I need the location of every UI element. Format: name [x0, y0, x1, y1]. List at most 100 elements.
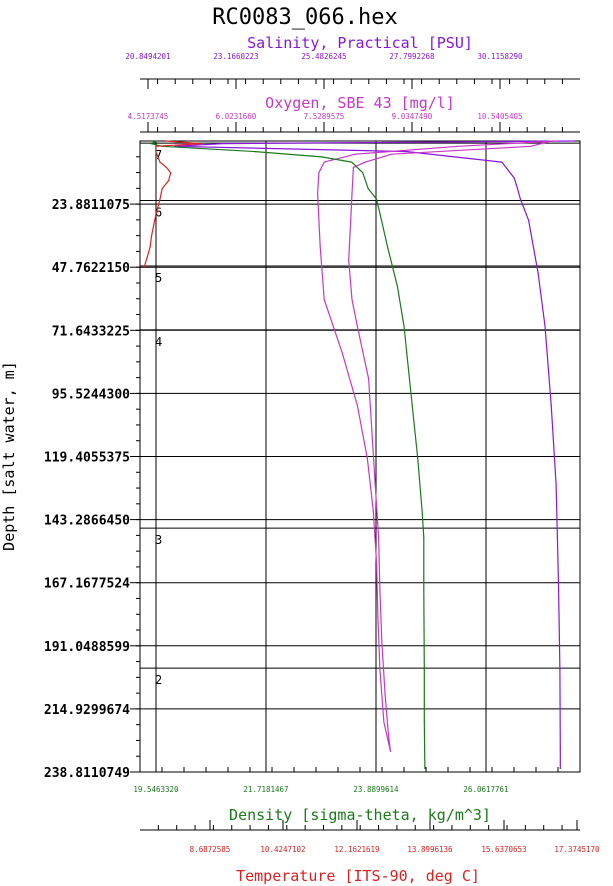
density-tick-label: 19.5463320 [133, 785, 179, 794]
bottle-number: 6 [155, 205, 162, 219]
temperature-tick-label: 17.3745170 [554, 845, 600, 854]
temperature-profile-point [170, 172, 172, 174]
chart-title: RC0083_066.hex [212, 5, 397, 30]
oxygen-tick-label: 7.5289575 [304, 112, 345, 121]
oxygen-tick-label: 6.0231660 [216, 112, 257, 121]
oxygen-profile-point [371, 431, 373, 433]
temperature-tick-label: 8.6872585 [190, 845, 231, 854]
density-profile-point [386, 246, 389, 248]
temperature-profile-point [168, 180, 170, 182]
temperature-profile-point [149, 246, 151, 248]
salinity-tick-label: 30.1158290 [477, 52, 523, 61]
oxygen-profile-point [550, 140, 552, 142]
oxygen-axis-label: Oxygen, SBE 43 [mg/l] [265, 94, 455, 112]
oxygen-profile-point [389, 750, 392, 753]
depth-axis: 23.8811075 47.7622150 71.6433225 95.5244300… [44, 156, 140, 781]
density-axis: 19.5463320 21.7181467 23.8899614 26.0617761 [133, 762, 580, 794]
salinity-tick-label: 25.4826245 [301, 52, 346, 61]
salinity-profile-point [558, 589, 560, 591]
depth-tick-label: 214.9299674 [44, 703, 130, 718]
bottle-number: 4 [155, 335, 162, 349]
temperature-profile-point [165, 166, 167, 168]
oxygen-profile-point [364, 161, 366, 163]
oxygen-profile-point [372, 510, 374, 512]
salinity-profile-point [573, 140, 575, 142]
density-profile-point [351, 161, 353, 163]
oxygen-profile-point [323, 161, 325, 163]
density-profile-point [403, 325, 405, 327]
density-profile-point [424, 767, 426, 770]
temperature-tick-label: 13.8996136 [407, 845, 453, 854]
depth-tick-label: 119.4055375 [44, 451, 130, 466]
oxygen-profile-point [323, 298, 325, 301]
series-layer [143, 140, 575, 770]
oxygen-profile-point [351, 298, 353, 301]
density-profile-point [421, 510, 423, 512]
density-profile-point [254, 151, 257, 153]
oxygen-profile-point [319, 246, 321, 248]
oxygen-tick-label: 10.5405405 [477, 112, 522, 121]
oxygen-profile-point [384, 695, 386, 697]
density-profile-point [417, 457, 419, 459]
oxygen-profile-point [356, 404, 358, 406]
depth-tick-label: 95.5244300 [52, 387, 130, 402]
temperature-profile-point [146, 256, 148, 258]
oxygen-profile-point [530, 145, 532, 147]
salinity-profile-point [559, 767, 561, 770]
temperature-profile-point [155, 145, 157, 147]
density-profile-point [396, 285, 398, 287]
salinity-profile-point [221, 143, 223, 145]
bottle-number: 5 [155, 271, 162, 285]
density-tick-label: 21.7181467 [243, 785, 288, 794]
bottle-number: 2 [155, 673, 162, 687]
salinity-profile-point [406, 151, 408, 153]
salinity-profile-point [556, 536, 559, 538]
density-profile-line [150, 140, 426, 769]
oxygen-profile-point [457, 145, 459, 147]
salinity-tick-label: 27.7992268 [389, 52, 435, 61]
oxygen-profile-point [368, 378, 370, 380]
density-tick-label: 26.0617761 [463, 785, 508, 794]
oxygen-profile-point [378, 536, 380, 538]
oxygen-profile-point [556, 140, 559, 142]
bottle-number: 7 [155, 148, 162, 162]
density-profile-point [155, 140, 158, 142]
salinity-profile-line [174, 140, 575, 769]
oxygen-profile-point [341, 351, 343, 353]
temperature-profile-point [150, 235, 153, 237]
oxygen-axis: 4.5173745 6.0231660 7.5289575 9.0347490 10.5… [128, 112, 580, 133]
density-profile-point [423, 668, 425, 671]
salinity-profile-point [516, 188, 519, 190]
temperature-profile-point [159, 198, 161, 200]
oxygen-profile-point [354, 153, 356, 155]
temperature-profile-point [143, 265, 145, 268]
bottle-number: 3 [155, 533, 162, 547]
depth-tick-label: 47.7622150 [52, 261, 130, 276]
temperature-profile-point [199, 143, 202, 145]
salinity-axis-label: Salinity, Practical [PSU] [247, 34, 473, 52]
oxygen-profile-point [352, 166, 354, 168]
oxygen-profile-point [366, 457, 368, 459]
oxygen-profile-point [381, 642, 383, 644]
depth-tick-label: 23.8811075 [52, 198, 130, 213]
salinity-profile-point [528, 219, 530, 221]
temperature-profile-point [155, 151, 157, 153]
salinity-profile-point [537, 272, 539, 274]
salinity-profile-point [550, 404, 552, 406]
depth-tick-label: 71.6433225 [52, 324, 130, 339]
depth-tick-label: 191.0488599 [44, 640, 130, 655]
density-axis-label: Density [sigma-theta, kg/m^3] [229, 806, 491, 824]
density-profile-point [375, 198, 378, 200]
salinity-tick-label: 20.8494201 [125, 52, 170, 61]
density-profile-point [362, 172, 364, 174]
oxygen-profile-point [348, 259, 350, 261]
oxygen-tick-label: 4.5173745 [128, 112, 169, 121]
temperature-profile-point [159, 161, 161, 163]
density-profile-point [406, 351, 408, 353]
oxygen-profile-point [391, 153, 393, 155]
salinity-profile-point [559, 748, 561, 750]
temperature-profile-point [153, 225, 155, 227]
temperature-tick-label: 12.1621619 [334, 845, 379, 854]
density-profile-point [423, 721, 425, 723]
oxygen-profile-point [379, 668, 381, 671]
